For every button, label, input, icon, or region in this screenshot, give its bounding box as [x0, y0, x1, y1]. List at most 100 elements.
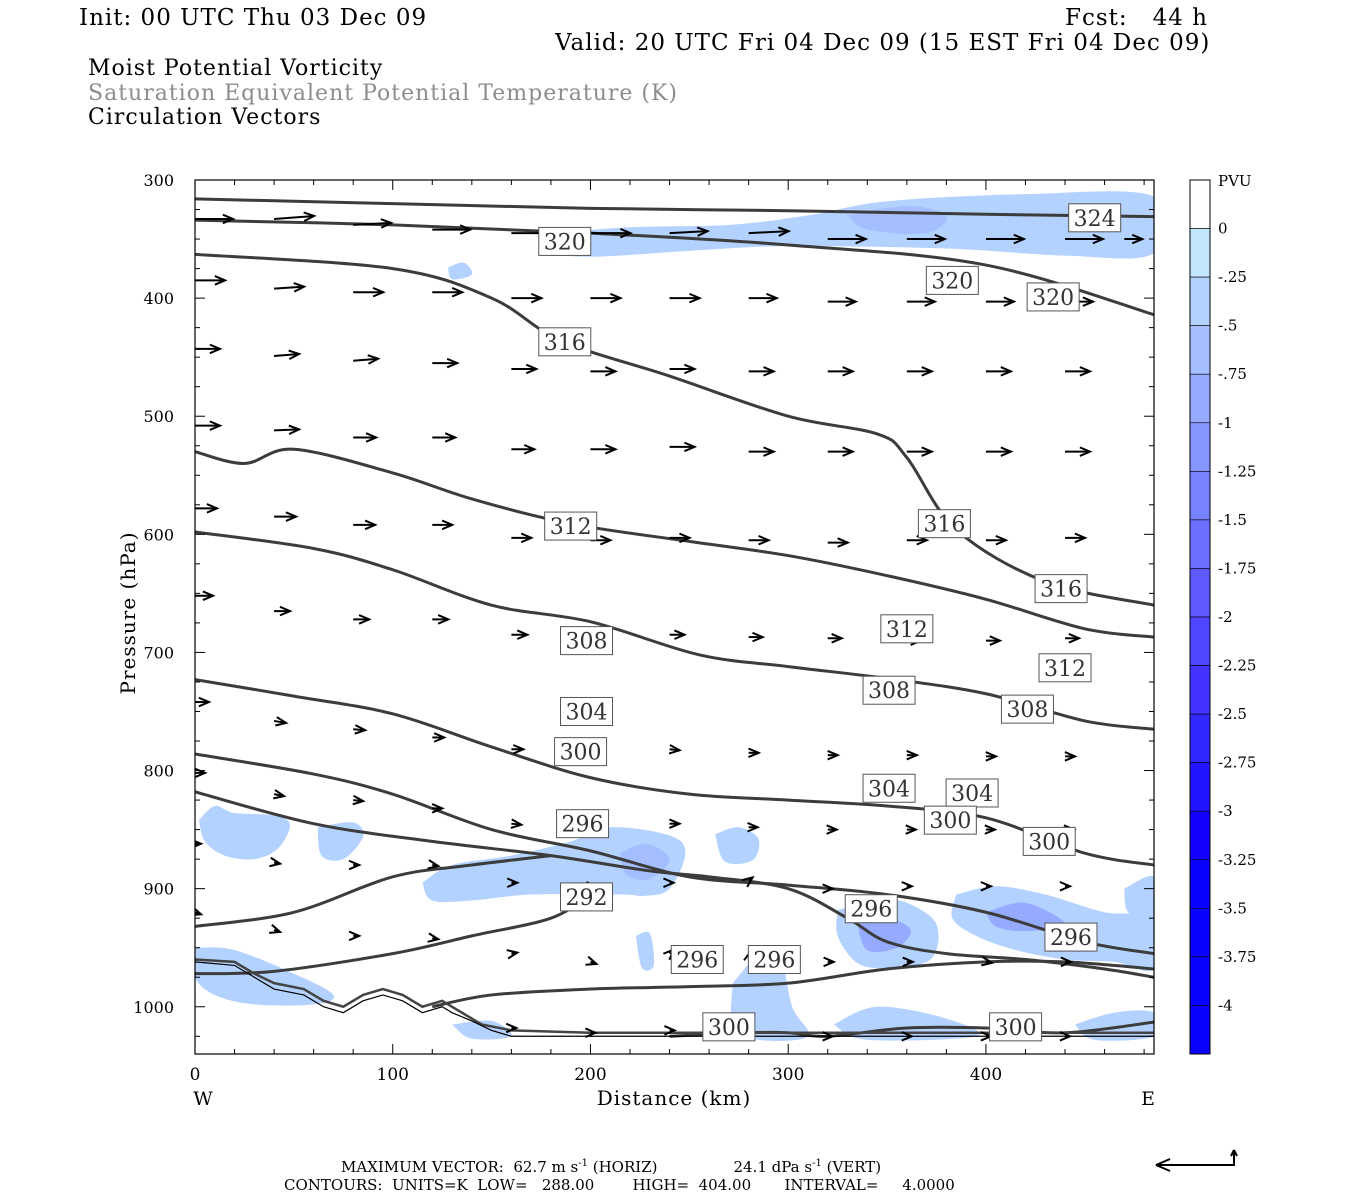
x-tick-label: 0 [190, 1065, 201, 1085]
circulation-vector [590, 292, 624, 304]
circulation-vector [664, 1025, 678, 1036]
contour-label-304: 304 [862, 773, 916, 803]
circulation-vector [669, 363, 698, 375]
colorbar-tick-label: -1 [1218, 414, 1233, 432]
colorbar-segment [1189, 713, 1211, 763]
circulation-vector [669, 532, 693, 544]
forecast-hour: Fcst: 44 h [1065, 5, 1208, 31]
circulation-vector [432, 432, 458, 443]
svg-text:320: 320 [1032, 286, 1074, 311]
pv-colorbar: PVU 0 -.25 -.5 -.75 -1 -1.25 -1.5 -1.75 -2 -2.25 -2… [1189, 172, 1256, 1055]
circulation-vector [353, 614, 372, 625]
circulation-vector [905, 824, 919, 835]
circulation-vector [827, 537, 851, 548]
y-tick-label: 500 [143, 407, 174, 426]
svg-text:316: 316 [923, 513, 965, 538]
circulation-vector [822, 1031, 836, 1042]
svg-text:320: 320 [544, 230, 586, 255]
y-tick-label: 800 [143, 762, 174, 781]
colorbar-tick-label: -.75 [1218, 365, 1247, 383]
circulation-vector [748, 631, 766, 643]
pv-region [448, 262, 473, 280]
contour-label-312: 312 [544, 511, 598, 541]
y-tick-label: 400 [143, 289, 174, 308]
circulation-vector [590, 444, 619, 455]
colorbar-segment [1189, 568, 1211, 618]
colorbar-segment [1189, 276, 1211, 326]
colorbar-segment [1189, 956, 1211, 1006]
pv-shading-layer [195, 191, 1154, 1042]
circulation-vector [195, 343, 223, 355]
svg-text:300: 300 [1028, 830, 1070, 855]
svg-text:300: 300 [708, 1016, 750, 1041]
circulation-vector [669, 226, 711, 237]
pv-region [715, 827, 760, 865]
circulation-vector [269, 923, 283, 934]
circulation-vector [906, 233, 948, 245]
svg-text:292: 292 [566, 886, 608, 911]
pv-region [198, 805, 290, 860]
contour-label-296: 296 [747, 945, 801, 975]
pv-region [548, 191, 1154, 259]
circulation-vector [432, 614, 451, 625]
circulation-vector [511, 292, 544, 304]
circulation-vector [195, 840, 204, 848]
circulation-vector [1124, 233, 1145, 245]
circulation-vector [352, 794, 366, 806]
svg-text:316: 316 [1040, 578, 1082, 603]
y-axis-title: Pressure (hPa) [116, 532, 140, 695]
reference-vector-icon [1155, 1149, 1238, 1172]
circulation-vector [274, 605, 293, 617]
circulation-vector [980, 881, 994, 892]
circulation-vector [985, 446, 1014, 457]
circulation-vector [906, 366, 935, 377]
pv-region [833, 1006, 980, 1041]
circulation-vector [1059, 881, 1073, 892]
circulation-vector [984, 824, 998, 835]
theta-es-contour-304 [195, 678, 1154, 867]
contour-label-312: 312 [1038, 653, 1092, 683]
svg-text:324: 324 [1074, 207, 1116, 232]
circulation-vector [427, 859, 441, 870]
colorbar-segment [1189, 665, 1211, 715]
axes: 300 400 500 600 700 800 900 1000 0 100 200 300 400 W E… [116, 171, 1155, 1110]
pv-region [422, 827, 686, 903]
contour-label-304: 304 [945, 778, 999, 808]
circulation-vector [985, 635, 1003, 646]
colorbar-frame [1189, 179, 1211, 1055]
theta-es-contour-300 [195, 752, 1154, 956]
x-end-label-east: E [1141, 1088, 1155, 1110]
circulation-vector [506, 949, 520, 960]
circulation-vector [195, 275, 228, 286]
colorbar-segment [1189, 325, 1211, 375]
circulation-vector [906, 749, 920, 761]
colorbar-segment [1189, 422, 1211, 472]
max-vector-note: MAXIMUM VECTOR: 62.7 m s-1 (HORIZ) 24.1 d… [341, 1158, 882, 1176]
circulation-vector [985, 535, 1009, 546]
y-tick-label: 700 [143, 643, 174, 662]
circulation-vector [506, 877, 520, 888]
circulation-vector [985, 366, 1014, 377]
colorbar-segment [1189, 471, 1211, 521]
pv-region [195, 947, 335, 1006]
circulation-vector [431, 803, 445, 814]
colorbar-segment [1189, 1005, 1211, 1055]
circulation-vector [669, 441, 698, 453]
svg-text:304: 304 [951, 782, 993, 807]
circulation-vector [668, 744, 683, 755]
circulation-vector [827, 366, 856, 377]
circulation-vector [1060, 956, 1074, 968]
contour-label-320: 320 [925, 265, 979, 295]
svg-text:296: 296 [676, 949, 718, 974]
circulation-vector [511, 629, 530, 640]
contour-label-296: 296 [556, 809, 610, 839]
circulation-vector [511, 363, 539, 375]
circulation-vector [511, 744, 526, 755]
circulation-vector [980, 956, 995, 967]
contour-label-308: 308 [1000, 694, 1054, 724]
circulation-vector [1065, 446, 1093, 457]
colorbar-tick-label: -3.5 [1218, 899, 1247, 917]
colorbar-segment [1189, 228, 1211, 278]
colorbar-tick-label: -1.25 [1218, 462, 1256, 480]
circulation-vector [827, 633, 845, 644]
